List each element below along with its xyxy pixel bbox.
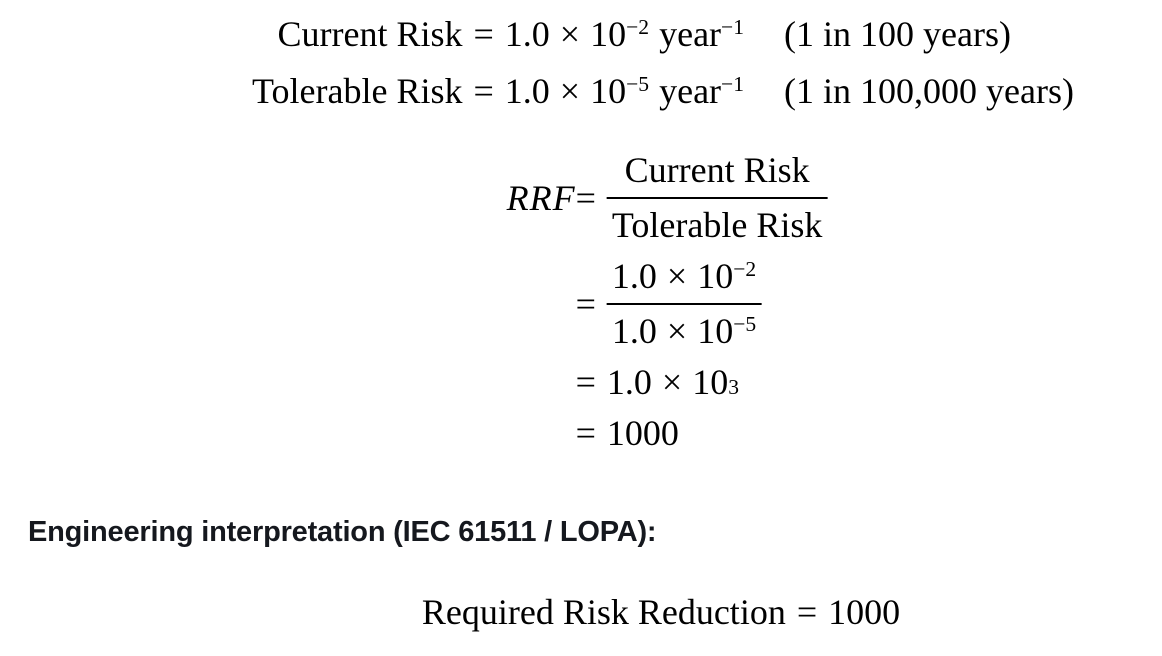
conclusion-label: Required Risk Reduction — [421, 592, 786, 632]
symbolic-fraction: Current Risk Tolerable Risk — [606, 148, 828, 248]
coefficient: 1.0 — [606, 362, 652, 402]
current-risk-annotation: (1 in 100 years) — [784, 14, 1011, 54]
numeric-fraction-line: = 1.0 × 10−2 1.0 × 10−5 — [576, 254, 828, 354]
numerator: Current Risk — [624, 150, 810, 190]
unit-exponent: −1 — [721, 15, 745, 40]
final-result-value: 1000 — [606, 413, 679, 453]
rrf-symbol: RRF — [506, 177, 576, 218]
equals-sign: = — [575, 413, 596, 453]
times-sign: × — [666, 311, 688, 351]
coefficient: 1.0 — [504, 14, 550, 54]
exponent: −2 — [626, 15, 650, 40]
times-sign: × — [666, 256, 688, 296]
equals-sign: = — [575, 177, 596, 218]
current-risk-value: 1.0 × 10−2 year−1 — [505, 12, 744, 57]
denominator: 1.0 × 10−5 — [606, 303, 762, 354]
exponent: −2 — [733, 257, 757, 282]
unit-exponent: −1 — [721, 72, 745, 97]
tolerable-risk-label: Tolerable Risk — [252, 71, 463, 111]
equals-sign: = — [575, 362, 596, 402]
power-base: 10 — [692, 362, 729, 402]
equals-sign: = — [796, 592, 818, 632]
tolerable-risk-annotation: (1 in 100,000 years) — [784, 71, 1074, 111]
coefficient: 1.0 — [611, 256, 657, 296]
tolerable-risk-value: 1.0 × 10−5 year−1 — [505, 69, 744, 114]
exponent: −5 — [626, 72, 650, 97]
times-sign: × — [559, 71, 581, 111]
power-base: 10 — [590, 71, 627, 111]
unit: year — [659, 14, 722, 54]
equals-sign: = — [473, 14, 494, 54]
coefficient: 1.0 — [504, 71, 550, 111]
power-base: 10 — [590, 14, 627, 54]
equals-sign: = — [473, 71, 494, 111]
scientific-result-line: = 1.0 × 10 3 — [576, 360, 828, 405]
current-risk-label: Current Risk — [277, 14, 463, 54]
numeric-fraction: 1.0 × 10−2 1.0 × 10−5 — [606, 254, 762, 354]
times-sign: × — [661, 362, 683, 402]
engineering-interpretation-heading: Engineering interpretation (IEC 61511 / … — [28, 516, 657, 548]
conclusion-value: 1000 — [828, 592, 901, 632]
exponent: −5 — [733, 312, 757, 337]
power-base: 10 — [697, 256, 734, 296]
numerator: 1.0 × 10−2 — [607, 254, 761, 303]
power-base: 10 — [697, 311, 734, 351]
given-equations-block: Current Risk = 1.0 × 10−2 year−1 (1 in 100 … — [252, 12, 1074, 114]
equals-sign: = — [575, 283, 596, 324]
denominator: Tolerable Risk — [606, 197, 828, 248]
rrf-symbolic-fraction-line: = Current Risk Tolerable Risk — [576, 148, 828, 248]
rrf-derivation-block: RRF = Current Risk Tolerable Risk = 1.0 ×… — [507, 148, 828, 456]
times-sign: × — [559, 14, 581, 54]
final-result-line: = 1000 — [576, 411, 828, 456]
unit: year — [659, 71, 722, 111]
coefficient: 1.0 — [611, 311, 657, 351]
conclusion-equation: Required Risk Reduction = 1000 — [422, 590, 900, 635]
